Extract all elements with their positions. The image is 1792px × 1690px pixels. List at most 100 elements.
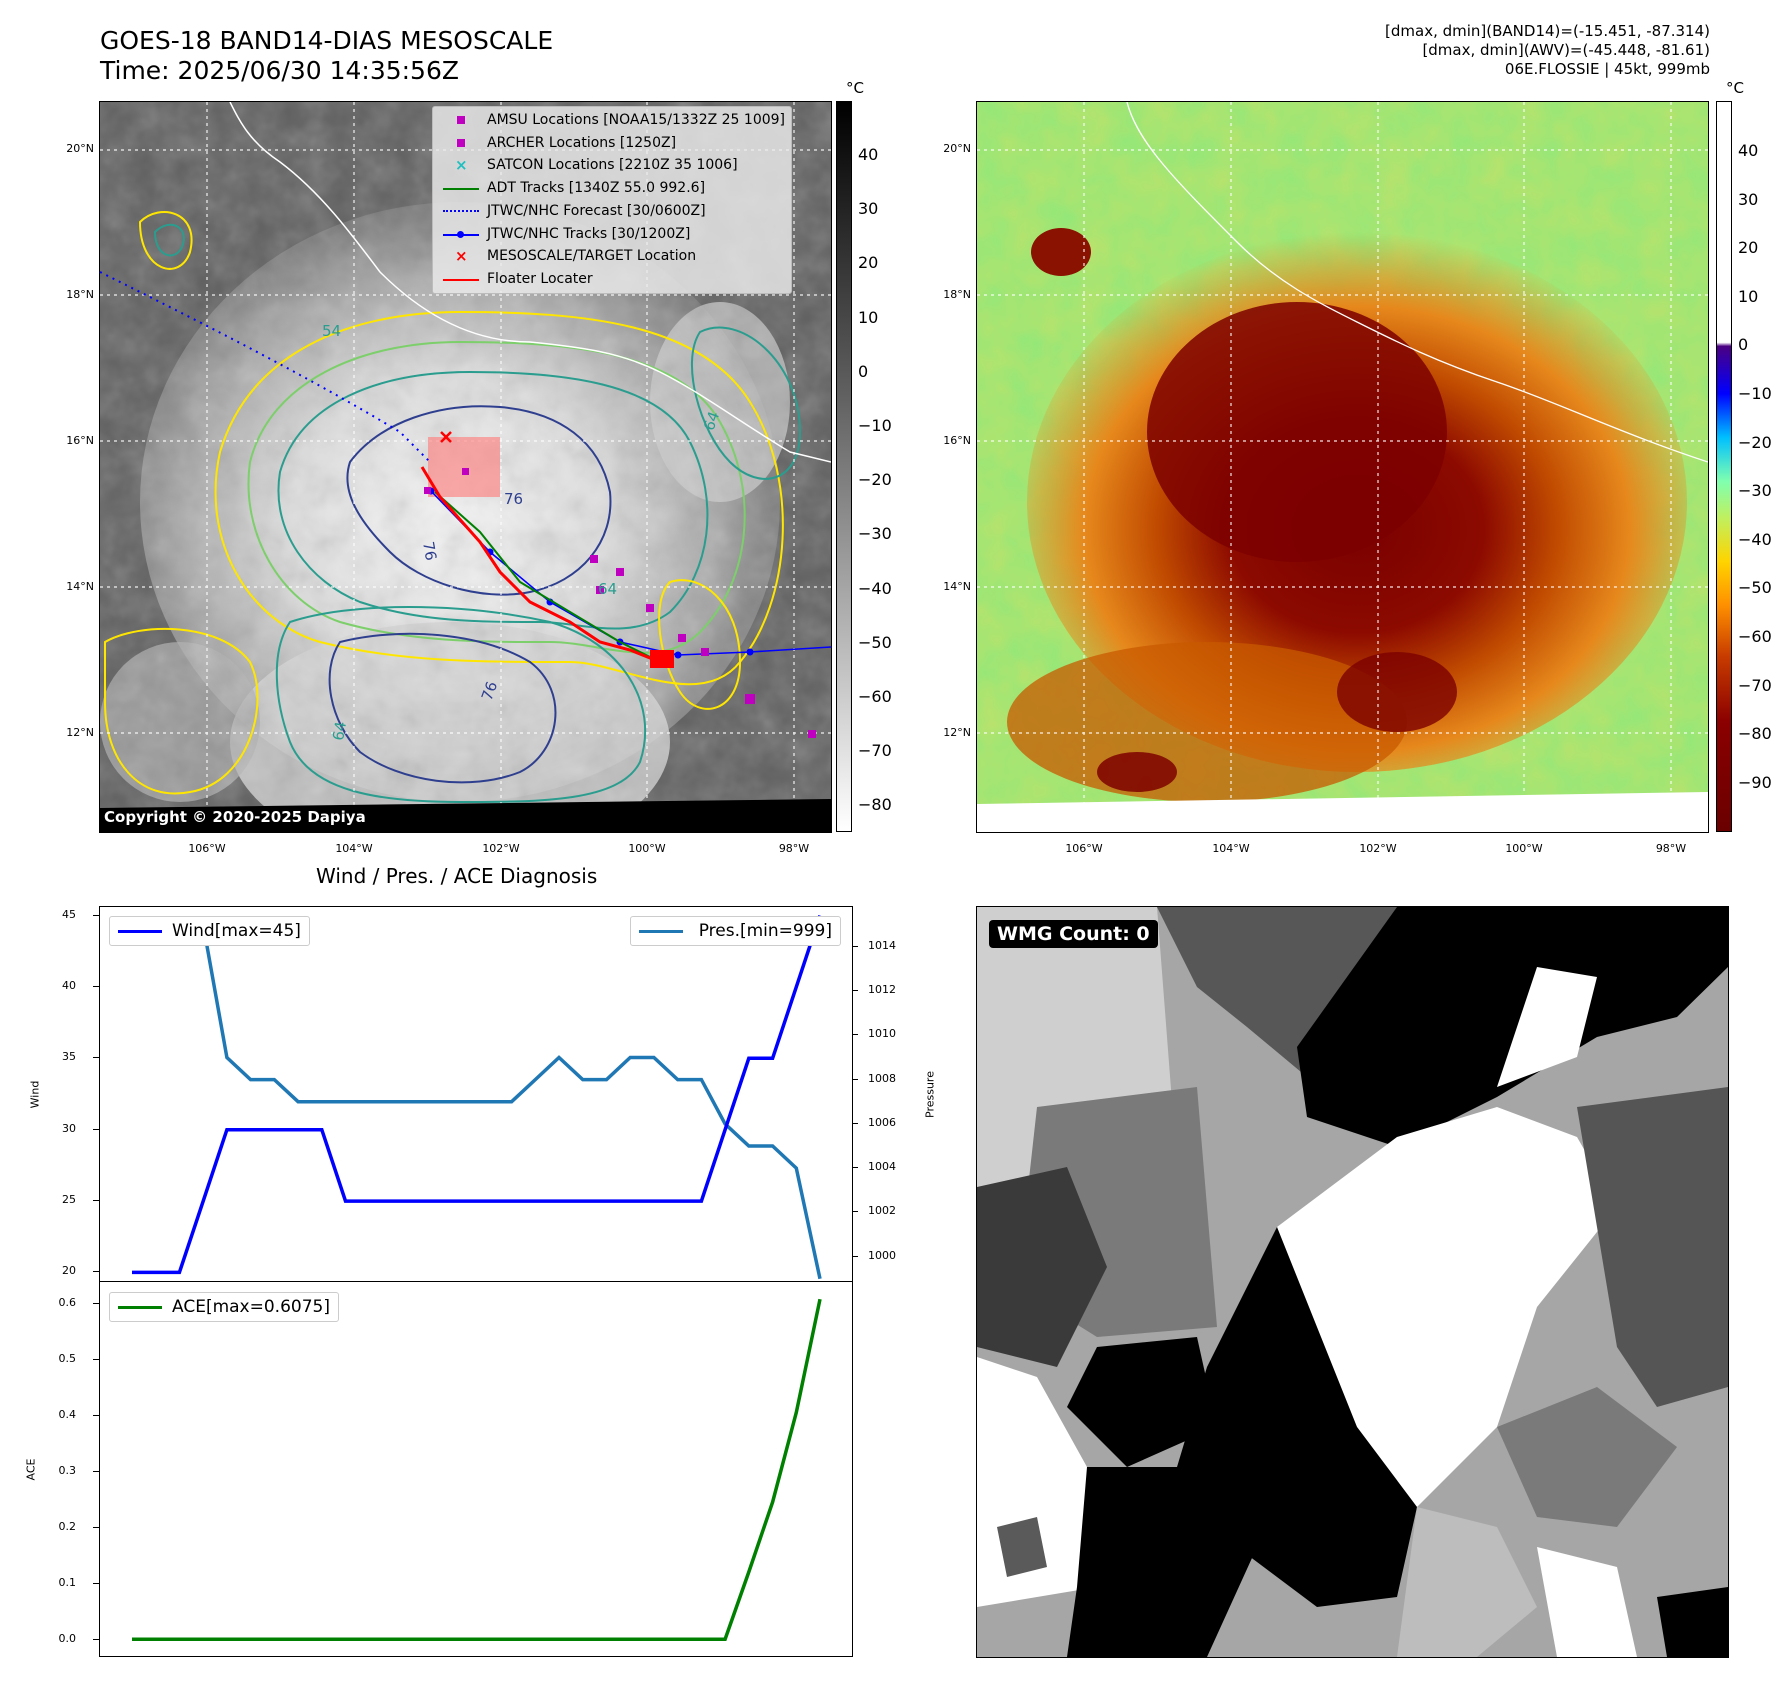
y-tick-label: 25 — [62, 1193, 76, 1207]
lon-label: 98°W — [1655, 842, 1687, 855]
colorbar-tick-label: −50 — [858, 632, 892, 652]
wmg-count-badge: WMG Count: 0 — [989, 920, 1158, 948]
y-tick-label: 1000 — [868, 1248, 896, 1262]
y-tick-label: 1014 — [868, 938, 896, 952]
colorbar-tick-label: −80 — [858, 795, 892, 815]
legend-item-tracks: JTWC/NHC Tracks [30/1200Z] — [439, 223, 785, 246]
y-tick-label: 0.5 — [58, 1352, 77, 1366]
lat-label: 12°N — [66, 726, 94, 739]
ace-legend: ACE[max=0.6075] — [109, 1292, 339, 1322]
lat-label: 18°N — [66, 288, 94, 301]
x-marker-icon: × — [455, 155, 468, 174]
lon-label: 98°W — [778, 842, 810, 855]
wind-legend: Wind[max=45] — [109, 916, 310, 946]
dias-colorbar — [1716, 101, 1732, 832]
wind-legend-label: Wind[max=45] — [172, 921, 301, 941]
dias-map-panel — [976, 101, 1709, 833]
y-tick-mark — [93, 1471, 99, 1473]
y-tick-mark — [93, 1639, 99, 1641]
colorbar-tick-label: 40 — [858, 145, 879, 164]
y-tick-label: 20 — [62, 1264, 76, 1278]
colorbar-tick-label: −10 — [1738, 384, 1772, 403]
y-tick-label: 40 — [62, 978, 76, 992]
colorbar-tick-label: −90 — [1738, 772, 1772, 792]
lon-label: 104°W — [335, 842, 373, 855]
ace-plot — [132, 1298, 822, 1641]
awv-range: [dmax, dmin](AWV)=(-45.448, -81.61) — [1422, 41, 1710, 59]
colorbar-tick-label: −20 — [1738, 432, 1772, 452]
ir-map-panel: 54 76 76 64 64 64 76 AMSU Locations [NOA… — [99, 101, 832, 833]
colorbar-tick-label: −70 — [858, 741, 892, 761]
lat-label: 20°N — [943, 142, 971, 155]
lon-label: 102°W — [482, 842, 520, 855]
y-tick-label: 1006 — [868, 1115, 896, 1129]
lon-label: 106°W — [1065, 842, 1103, 855]
colorbar-tick-label: 30 — [1738, 189, 1759, 209]
wmg-panel: WMG Count: 0 — [976, 906, 1729, 1658]
y-tick-label: 0.1 — [58, 1576, 77, 1590]
y-tick-label: 45 — [62, 907, 76, 921]
colorbar-tick-label: −30 — [858, 524, 892, 544]
pressure-legend-label: Pres.[min=999] — [698, 921, 832, 941]
legend-item-satcon: × SATCON Locations [2210Z 35 1006] — [439, 154, 785, 177]
lat-label: 16°N — [66, 434, 94, 447]
ace-series-line — [132, 1298, 822, 1641]
ace-legend-label: ACE[max=0.6075] — [172, 1297, 330, 1317]
y-tick-label: 35 — [62, 1050, 76, 1064]
y-tick-label: 1002 — [868, 1204, 896, 1218]
y-tick-label: 0.0 — [58, 1632, 77, 1646]
legend-label: ARCHER Locations [1250Z] — [487, 134, 677, 151]
ace-axis-label: ACE — [24, 1458, 38, 1481]
colorbar-tick-label: −20 — [858, 470, 892, 490]
y-tick-mark — [93, 1057, 99, 1059]
legend-label: SATCON Locations [2210Z 35 1006] — [487, 157, 738, 174]
y-tick-mark — [93, 1200, 99, 1202]
wind-series-line — [132, 915, 822, 1275]
y-tick-mark — [852, 1211, 858, 1213]
y-tick-mark — [852, 1078, 858, 1080]
colorbar-tick-label: 10 — [1738, 286, 1759, 306]
pressure-axis-label: Pressure — [923, 1071, 937, 1118]
y-tick-mark — [852, 1122, 858, 1124]
legend-label: Floater Locater — [487, 270, 593, 287]
legend-item-adt: ADT Tracks [1340Z 55.0 992.6] — [439, 177, 785, 200]
contour-label: 64 — [329, 720, 351, 742]
colorbar-tick-label: 30 — [858, 199, 879, 219]
contour-label: 54 — [322, 322, 342, 340]
legend-label: MESOSCALE/TARGET Location — [487, 248, 697, 265]
map-time: Time: 2025/06/30 14:35:56Z — [100, 56, 459, 85]
lat-label: 16°N — [943, 434, 971, 447]
lat-label: 12°N — [943, 726, 971, 739]
y-tick-label: 30 — [62, 1121, 76, 1135]
y-tick-mark — [93, 1303, 99, 1305]
lon-label: 100°W — [628, 842, 666, 855]
y-tick-label: 1004 — [868, 1160, 896, 1174]
line-swatch-icon — [118, 1305, 162, 1309]
contour-label: 76 — [419, 540, 441, 562]
y-tick-mark — [852, 1034, 858, 1036]
line-marker-icon — [439, 178, 487, 198]
pressure-series-line — [132, 922, 822, 1280]
colorbar-tick-label: −80 — [1738, 724, 1772, 744]
y-tick-mark — [93, 985, 99, 987]
map-legend: AMSU Locations [NOAA15/1332Z 25 1009] AR… — [432, 106, 793, 294]
info-block: [dmax, dmin](BAND14)=(-15.451, -87.314) … — [1385, 22, 1710, 79]
y-tick-label: 0.2 — [58, 1520, 77, 1534]
y-tick-mark — [93, 1128, 99, 1130]
lat-label: 20°N — [66, 142, 94, 155]
line-swatch-icon — [118, 929, 162, 933]
x-marker-icon: × — [455, 246, 468, 265]
colorbar-tick-label: 40 — [1738, 141, 1759, 160]
y-tick-label: 0.4 — [58, 1408, 77, 1422]
contour-label: 76 — [504, 490, 524, 508]
colorbar-tick-label: −60 — [1738, 627, 1772, 646]
y-tick-mark — [93, 1359, 99, 1361]
y-tick-label: 0.6 — [58, 1296, 77, 1310]
y-tick-mark — [93, 914, 99, 916]
y-tick-label: 1012 — [868, 983, 896, 997]
line-marker-icon — [439, 269, 487, 289]
y-tick-mark — [93, 1271, 99, 1273]
dias-colorbar-unit: °C — [1726, 79, 1744, 97]
lon-label: 104°W — [1212, 842, 1250, 855]
legend-label: JTWC/NHC Forecast [30/0600Z] — [487, 202, 706, 219]
